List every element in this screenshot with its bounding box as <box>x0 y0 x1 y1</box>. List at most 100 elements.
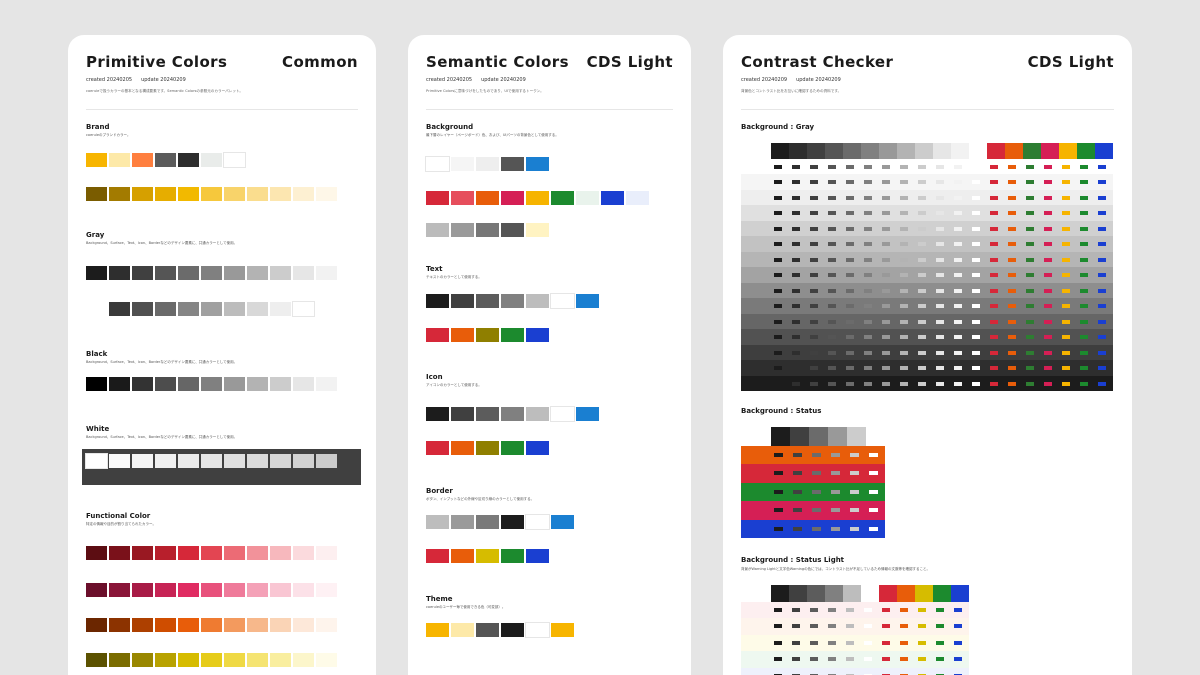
grid-cell <box>825 158 843 174</box>
color-swatch <box>155 454 176 468</box>
grid-cell-chip <box>810 180 818 184</box>
grid-cell <box>1005 344 1023 360</box>
color-swatch <box>451 223 474 237</box>
swatch-row-brand-tint <box>86 187 337 201</box>
grid-cell <box>861 344 879 360</box>
grid-cell <box>1059 282 1077 298</box>
grid-cell-chip <box>1026 350 1034 355</box>
grid-cell-chip <box>812 526 821 531</box>
grid-cell <box>1005 174 1023 190</box>
grid-cell <box>807 329 825 345</box>
color-swatch <box>247 302 268 316</box>
card-header: Primitive Colors Common <box>86 53 358 77</box>
grid-cell-chip <box>882 366 890 370</box>
grid-cell <box>1077 298 1095 314</box>
grid-cell <box>1023 205 1041 221</box>
grid-cell-chip <box>828 381 836 386</box>
grid-cell <box>1023 360 1041 376</box>
grid-cell-chip <box>1008 381 1016 386</box>
grid-cell <box>969 344 987 360</box>
grid-row-header <box>741 618 771 635</box>
grid-cell-chip <box>900 226 908 231</box>
color-swatch <box>86 583 107 597</box>
grid-cell-chip <box>846 195 854 200</box>
grid-cell-chip <box>954 335 962 339</box>
grid-cell <box>866 482 885 501</box>
grid-cell-chip <box>1044 288 1052 293</box>
grid-cell-chip <box>900 607 908 612</box>
grid-cell <box>828 482 847 501</box>
grid-cell-chip <box>792 242 800 246</box>
card-header: Contrast Checker CDS Light <box>741 53 1114 77</box>
color-swatch <box>270 377 291 391</box>
grid-cell-chip <box>864 335 872 339</box>
contrast-grid-status <box>741 427 891 539</box>
color-swatch <box>85 453 108 469</box>
grid-cell <box>1077 282 1095 298</box>
grid-cell <box>915 344 933 360</box>
grid-cell <box>790 519 809 538</box>
grid-cell <box>807 651 825 668</box>
color-swatch <box>293 454 314 468</box>
grid-row-header <box>741 601 771 618</box>
color-swatch <box>316 546 337 560</box>
grid-cell-chip <box>774 180 782 184</box>
color-swatch <box>270 618 291 632</box>
color-swatch <box>293 653 314 667</box>
grid-cell <box>879 236 897 252</box>
grid-cell-chip <box>882 304 890 308</box>
grid-cell-chip <box>918 180 926 184</box>
grid-cell-chip <box>846 304 854 308</box>
grid-cell-chip <box>954 640 962 645</box>
grid-cell-chip <box>828 350 836 355</box>
card-description: 背景色とコントラスト比をお互いに確認するための資料です。 <box>741 89 842 93</box>
grid-cell <box>771 205 789 221</box>
grid-cell-chip <box>1080 288 1088 293</box>
grid-cell-chip <box>990 195 998 200</box>
grid-header-cell <box>1041 143 1059 159</box>
grid-cell <box>789 220 807 236</box>
grid-cell-chip <box>1098 350 1106 355</box>
grid-cell-chip <box>810 381 818 386</box>
grid-cell-chip <box>1026 366 1034 370</box>
color-swatch <box>551 515 574 529</box>
color-swatch <box>316 266 337 280</box>
grid-cell <box>915 601 933 618</box>
grid-cell <box>790 445 809 464</box>
grid-cell-chip <box>792 657 800 661</box>
grid-cell-chip <box>1080 242 1088 246</box>
grid-cell <box>879 375 897 391</box>
grid-cell <box>807 158 825 174</box>
grid-cell-chip <box>954 273 962 277</box>
grid-cell-chip <box>882 288 890 293</box>
color-swatch <box>224 546 245 560</box>
grid-cell-chip <box>1044 180 1052 184</box>
grid-cell-chip <box>918 335 926 339</box>
grid-cell-chip <box>828 211 836 215</box>
grid-cell-chip <box>972 242 980 246</box>
grid-cell <box>969 158 987 174</box>
color-swatch <box>626 191 649 205</box>
grid-cell <box>789 667 807 675</box>
swatch-row-gray <box>86 266 337 280</box>
grid-cell <box>879 267 897 283</box>
grid-cell-chip <box>1008 257 1016 262</box>
grid-cell-chip <box>793 526 802 531</box>
grid-cell-chip <box>972 304 980 308</box>
grid-row-header <box>741 329 771 345</box>
grid-header-cell <box>847 427 866 446</box>
grid-cell-chip <box>1098 211 1106 215</box>
grid-cell <box>897 667 915 675</box>
grid-cell <box>771 375 789 391</box>
grid-cell-chip <box>846 657 854 661</box>
grid-cell <box>789 634 807 651</box>
grid-cell <box>969 189 987 205</box>
grid-cell-chip <box>1098 319 1106 324</box>
grid-cell <box>1023 251 1041 267</box>
grid-cell-chip <box>936 381 944 386</box>
grid-cell <box>825 360 843 376</box>
grid-cell <box>1005 236 1023 252</box>
color-swatch <box>526 191 549 205</box>
grid-cell <box>1077 205 1095 221</box>
grid-cell <box>897 298 915 314</box>
